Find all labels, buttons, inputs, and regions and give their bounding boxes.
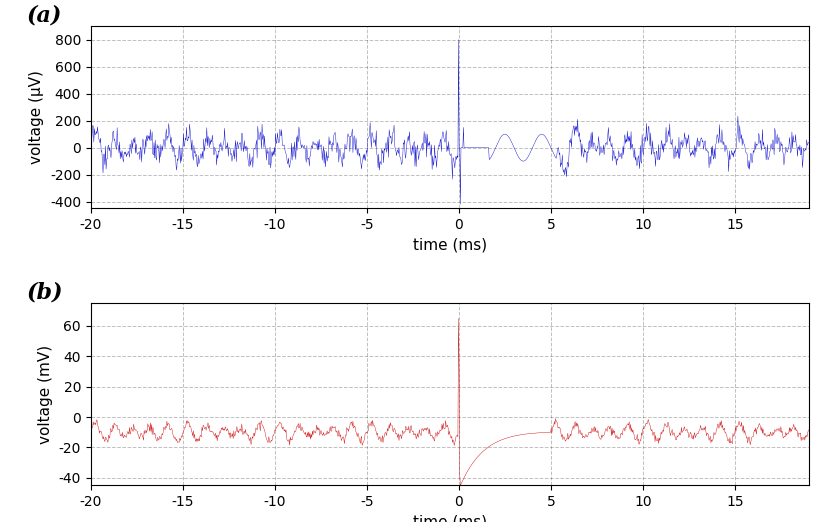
Y-axis label: voltage (μV): voltage (μV) (30, 70, 45, 164)
Y-axis label: voltage (mV): voltage (mV) (38, 345, 53, 444)
X-axis label: time (ms): time (ms) (412, 238, 487, 253)
Text: (a): (a) (26, 4, 62, 26)
Text: (b): (b) (26, 281, 63, 303)
X-axis label: time (ms): time (ms) (412, 515, 487, 522)
